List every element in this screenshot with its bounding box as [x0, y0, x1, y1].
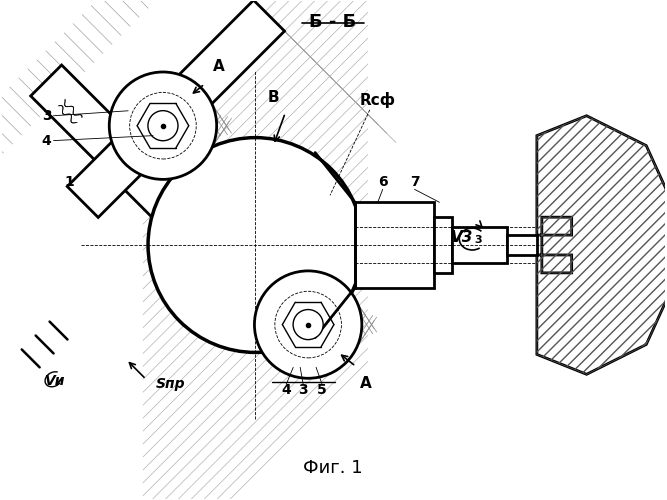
- Circle shape: [109, 72, 217, 180]
- Bar: [507, 235, 537, 255]
- Circle shape: [148, 110, 178, 140]
- Polygon shape: [31, 65, 251, 286]
- Polygon shape: [67, 0, 285, 218]
- Bar: [434, 217, 452, 273]
- Text: 3: 3: [474, 235, 482, 245]
- Bar: [452, 227, 507, 263]
- Circle shape: [148, 138, 363, 352]
- Text: 1: 1: [65, 176, 74, 190]
- Text: 3: 3: [298, 384, 308, 398]
- Polygon shape: [537, 116, 667, 374]
- Text: Б - Б: Б - Б: [309, 14, 357, 32]
- Text: Vи: Vи: [45, 374, 65, 388]
- Bar: [355, 202, 434, 288]
- Text: Sпр: Sпр: [156, 377, 185, 391]
- Text: 4: 4: [42, 134, 51, 147]
- Text: Rcф: Rcф: [360, 92, 396, 108]
- Circle shape: [254, 271, 362, 378]
- Text: А: А: [213, 59, 224, 74]
- Circle shape: [293, 310, 323, 340]
- Text: 7: 7: [410, 176, 420, 190]
- Text: 5: 5: [317, 384, 327, 398]
- Text: 6: 6: [378, 176, 388, 190]
- Text: 4: 4: [281, 384, 291, 398]
- Text: Фиг. 1: Фиг. 1: [303, 458, 363, 476]
- Text: В: В: [267, 90, 279, 105]
- Text: V3: V3: [451, 230, 474, 244]
- Text: 3: 3: [42, 109, 51, 122]
- Text: А: А: [360, 376, 372, 392]
